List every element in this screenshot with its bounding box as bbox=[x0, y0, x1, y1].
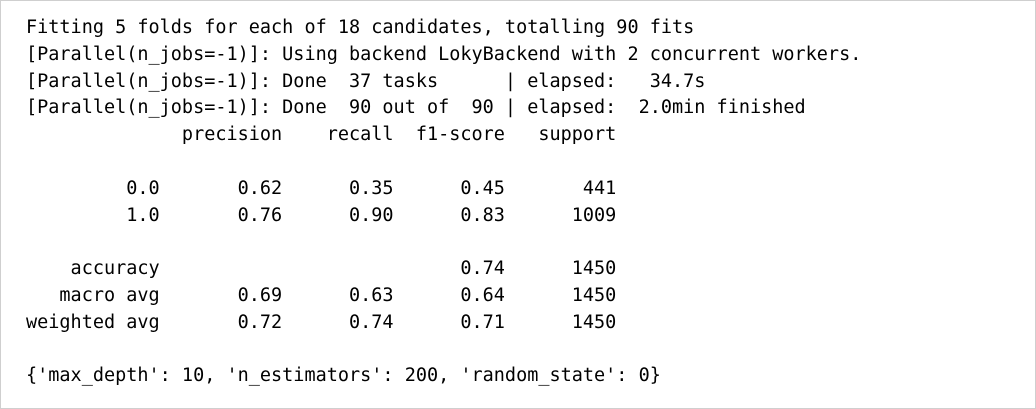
report-row-class-1: 1.0 0.76 0.90 0.83 1009 bbox=[26, 204, 617, 226]
report-row-macro-avg: macro avg 0.69 0.63 0.64 1450 bbox=[26, 284, 617, 306]
blank-line bbox=[26, 337, 861, 364]
report-row-class-0: 0.0 0.62 0.35 0.45 441 bbox=[26, 177, 617, 199]
best-params-line: {'max_depth': 10, 'n_estimators': 200, '… bbox=[26, 365, 661, 387]
report-row-weighted-avg: weighted avg 0.72 0.74 0.71 1450 bbox=[26, 311, 617, 333]
blank-line bbox=[26, 149, 861, 176]
report-header: precision recall f1-score support bbox=[26, 124, 617, 146]
blank-line bbox=[26, 229, 861, 256]
log-line-backend: [Parallel(n_jobs=-1)]: Using backend Lok… bbox=[26, 43, 862, 65]
log-line-fitting: Fitting 5 folds for each of 18 candidate… bbox=[26, 17, 695, 38]
report-row-accuracy: accuracy 0.74 1450 bbox=[26, 258, 617, 280]
log-line-progress: [Parallel(n_jobs=-1)]: Done 37 tasks | e… bbox=[26, 70, 706, 92]
output-text[interactable]: Fitting 5 folds for each of 18 candidate… bbox=[26, 15, 861, 390]
log-line-finished: [Parallel(n_jobs=-1)]: Done 90 out of 90… bbox=[26, 97, 806, 119]
